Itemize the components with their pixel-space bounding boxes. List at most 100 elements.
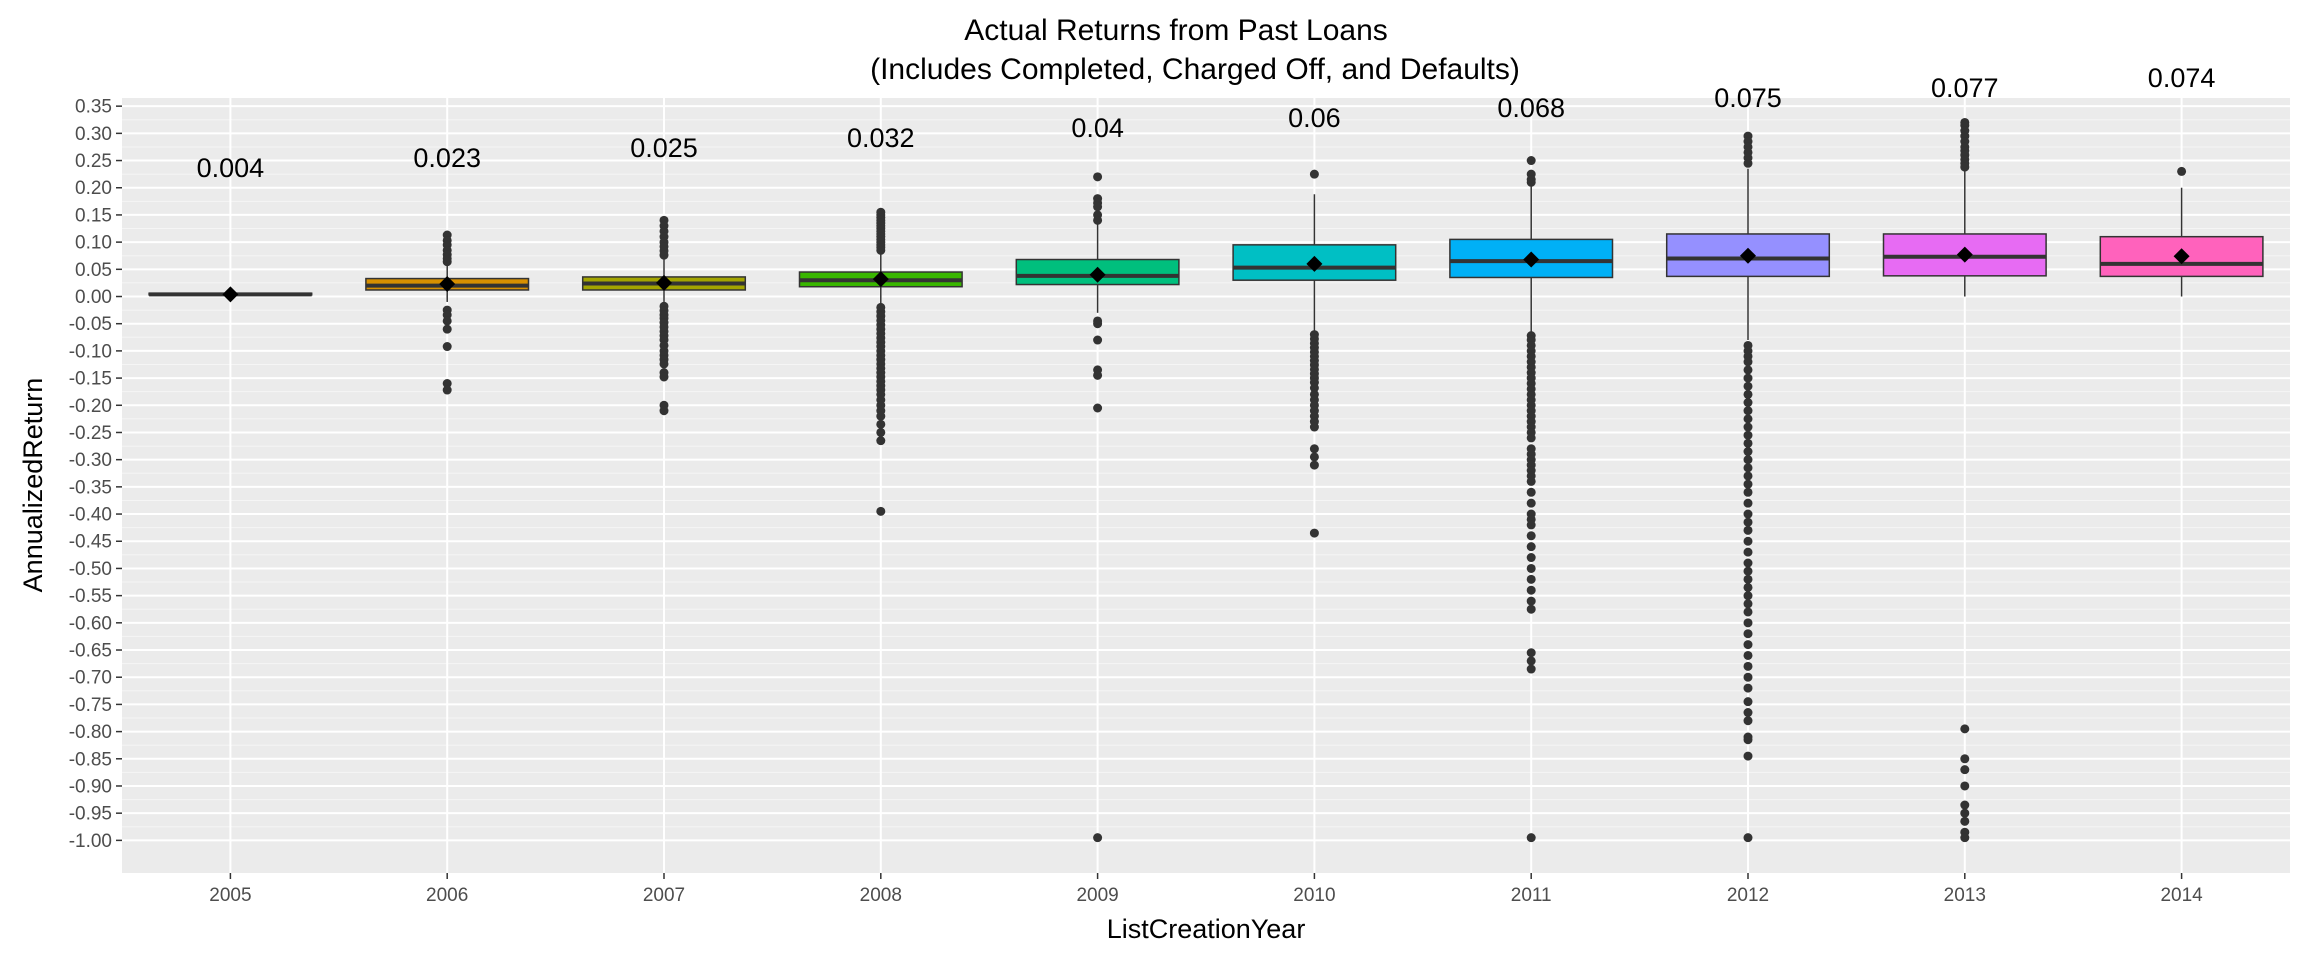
- x-tick-label: 2010: [1293, 885, 1335, 906]
- y-tick-label: -0.55: [69, 586, 112, 607]
- y-tick-label: 0.35: [75, 97, 112, 118]
- outlier-point: [1743, 498, 1753, 508]
- box-group: 0.004: [148, 153, 313, 303]
- outlier-point: [1743, 697, 1753, 707]
- outlier-point: [1309, 452, 1319, 462]
- minor-gridlines: [122, 119, 2290, 828]
- outlier-point: [1526, 574, 1536, 584]
- outlier-point: [1743, 618, 1753, 628]
- mean-label: 0.023: [413, 143, 481, 173]
- y-tick-label: -0.20: [69, 396, 112, 417]
- outlier-point: [1960, 833, 1970, 843]
- outlier-point: [1526, 648, 1536, 658]
- outlier-point: [1743, 487, 1753, 497]
- outlier-point: [442, 385, 452, 395]
- box-group: 0.077: [1882, 73, 2047, 843]
- outlier-point: [1960, 800, 1970, 810]
- y-tick-label: -0.70: [69, 668, 112, 689]
- boxes-layer: 0.004 0.023 0.025 0.032 0.04 0.06 0.068 0.075 0.…: [148, 63, 2264, 843]
- outlier-point: [1743, 525, 1753, 535]
- outlier-point: [1526, 604, 1536, 614]
- outlier-point: [1526, 433, 1536, 443]
- outlier-point: [1743, 471, 1753, 481]
- y-tick-label: -0.10: [69, 341, 112, 362]
- y-axis-ticks: 0.35 0.30 0.25 0.20 0.15 0.10 0.05 0.00 -0.05 -0.…: [69, 97, 122, 852]
- mean-label: 0.068: [1497, 93, 1565, 123]
- mean-label: 0.075: [1714, 83, 1782, 113]
- outlier-point: [1743, 650, 1753, 660]
- outlier-point: [1309, 460, 1319, 470]
- x-tick-label: 2011: [1511, 885, 1552, 906]
- outlier-point: [1743, 833, 1753, 843]
- x-tick-label: 2012: [1727, 885, 1769, 906]
- outlier-point: [1743, 629, 1753, 639]
- y-tick-label: -0.50: [69, 559, 112, 580]
- outlier-point: [1743, 438, 1753, 448]
- mean-label: 0.077: [1931, 73, 1999, 103]
- outlier-point: [1526, 656, 1536, 666]
- outlier-point: [1309, 422, 1319, 432]
- x-tick-label: 2006: [426, 885, 468, 906]
- outlier-point: [1743, 661, 1753, 671]
- outlier-point: [1526, 596, 1536, 606]
- box-group: 0.075: [1665, 83, 1831, 843]
- y-tick-label: -0.80: [69, 722, 112, 743]
- outlier-point: [1743, 455, 1753, 465]
- y-tick-label: 0.05: [75, 260, 112, 281]
- x-tick-label: 2008: [860, 885, 902, 906]
- mean-marker: [1089, 266, 1106, 283]
- outlier-point: [1093, 172, 1103, 182]
- y-tick-label: 0.15: [75, 205, 112, 226]
- outlier-point: [876, 506, 886, 516]
- outlier-point: [1309, 528, 1319, 538]
- outlier-point: [1526, 156, 1536, 166]
- outlier-point: [1526, 553, 1536, 563]
- outlier-point: [1743, 381, 1753, 391]
- outlier-point: [1526, 542, 1536, 552]
- chart-subtitle: (Includes Completed, Charged Off, and De…: [870, 53, 1520, 86]
- y-tick-label: -0.75: [69, 695, 112, 716]
- mean-marker: [222, 286, 239, 303]
- outlier-point: [1743, 708, 1753, 718]
- outlier-point: [1743, 751, 1753, 761]
- plot-panel: [122, 98, 2290, 873]
- outlier-point: [1960, 162, 1970, 172]
- outlier-point: [876, 245, 886, 255]
- outlier-point: [1960, 724, 1970, 734]
- x-tick-label: 2009: [1076, 885, 1118, 906]
- y-tick-label: -0.45: [69, 532, 112, 553]
- mean-marker: [1306, 255, 1323, 272]
- mean-marker: [872, 271, 889, 288]
- outlier-point: [1526, 531, 1536, 541]
- outlier-point: [1093, 370, 1103, 380]
- y-tick-label: -0.85: [69, 749, 112, 770]
- outlier-point: [659, 359, 669, 369]
- outlier-point: [1309, 383, 1319, 393]
- outlier-point: [1743, 422, 1753, 432]
- mean-label: 0.004: [197, 153, 265, 183]
- outlier-point: [1093, 833, 1103, 843]
- outlier-point: [1743, 558, 1753, 568]
- outlier-point: [2177, 166, 2187, 176]
- y-tick-label: 0.10: [75, 233, 112, 254]
- outlier-point: [1743, 158, 1753, 168]
- outlier-point: [1743, 406, 1753, 416]
- y-tick-label: -1.00: [69, 831, 112, 852]
- outlier-point: [876, 436, 886, 446]
- y-tick-label: -0.90: [69, 776, 112, 797]
- outlier-point: [876, 419, 886, 429]
- outlier-point: [876, 411, 886, 421]
- outlier-point: [1309, 169, 1319, 179]
- mean-label: 0.025: [630, 133, 698, 163]
- mean-marker: [1740, 247, 1756, 264]
- outlier-point: [1960, 816, 1970, 826]
- outlier-point: [1743, 599, 1753, 609]
- outlier-point: [1526, 585, 1536, 595]
- outlier-point: [1526, 563, 1536, 573]
- outlier-point: [1743, 414, 1753, 424]
- mean-marker: [1523, 251, 1540, 268]
- mean-marker: [439, 276, 456, 292]
- outlier-point: [1526, 498, 1536, 508]
- outlier-point: [1743, 517, 1753, 527]
